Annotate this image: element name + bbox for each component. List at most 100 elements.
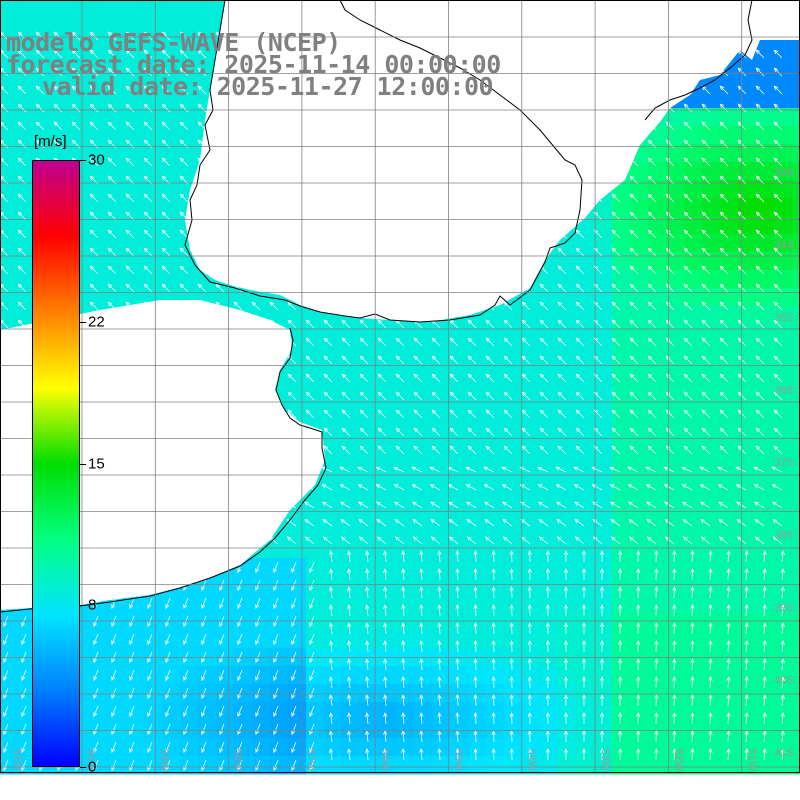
field-cell <box>612 522 631 541</box>
wind-arrow <box>672 604 677 617</box>
wind-arrow <box>215 283 225 293</box>
field-cell <box>540 684 559 703</box>
field-cell <box>450 468 469 487</box>
field-cell <box>558 324 577 343</box>
colorbar-units: [m/s] <box>34 133 67 150</box>
wind-arrow <box>646 518 657 527</box>
wind-arrow <box>309 723 315 736</box>
wind-arrow <box>762 694 767 707</box>
field-cell <box>504 486 523 505</box>
wind-arrow <box>509 658 514 671</box>
wind-arrow <box>521 409 531 419</box>
field-cell <box>360 468 379 487</box>
field-cell <box>684 342 703 361</box>
field-cell <box>792 756 800 775</box>
wind-arrow <box>455 586 460 599</box>
wind-arrow <box>143 67 153 77</box>
wind-arrow <box>437 712 442 725</box>
wind-arrow <box>647 247 657 257</box>
wind-arrow <box>377 355 387 365</box>
field-cell <box>342 522 361 541</box>
field-cell <box>432 396 451 415</box>
wind-arrow <box>701 229 711 239</box>
wind-arrow <box>737 67 747 77</box>
wind-arrow <box>575 409 585 419</box>
wind-arrow <box>780 712 785 725</box>
field-cell <box>108 18 127 37</box>
wind-arrow <box>161 283 171 293</box>
wind-arrow <box>305 319 315 329</box>
wind-arrow <box>485 337 495 347</box>
field-cell <box>414 396 433 415</box>
field-cell <box>198 702 217 721</box>
field-cell <box>90 180 109 199</box>
wind-arrow <box>473 550 478 563</box>
wind-arrow <box>682 518 693 527</box>
field-cell <box>306 720 325 739</box>
field-cell <box>432 360 451 379</box>
wind-arrow <box>273 687 279 700</box>
wind-arrow <box>753 484 765 491</box>
wind-arrow <box>636 658 641 671</box>
wind-arrow <box>394 536 405 545</box>
wind-arrow <box>744 568 749 581</box>
field-cell <box>576 450 595 469</box>
wind-arrow <box>611 337 621 347</box>
field-cell <box>720 432 739 451</box>
field-cell <box>522 396 541 415</box>
wind-arrow <box>683 355 693 365</box>
wind-arrow <box>165 741 171 754</box>
field-cell <box>306 324 325 343</box>
field-cell <box>756 270 775 289</box>
field-cell <box>378 360 397 379</box>
field-cell <box>756 414 775 433</box>
field-cell <box>486 522 505 541</box>
field-cell <box>594 378 613 397</box>
field-cell <box>576 486 595 505</box>
field-cell <box>450 378 469 397</box>
wind-arrow <box>737 265 747 275</box>
wind-arrow <box>599 730 605 743</box>
field-cell <box>738 198 757 217</box>
wind-arrow <box>161 229 171 239</box>
field-cell <box>630 324 649 343</box>
wind-arrow <box>383 730 388 743</box>
field-cell <box>126 36 145 55</box>
field-cell <box>270 702 289 721</box>
field-cell <box>54 144 73 163</box>
field-cell <box>432 684 451 703</box>
wind-arrow <box>143 121 153 131</box>
field-cell <box>594 234 613 253</box>
field-cell <box>630 270 649 289</box>
wind-arrow <box>93 633 99 646</box>
field-cell <box>126 18 145 37</box>
field-cell <box>774 72 793 91</box>
field-cell <box>666 450 685 469</box>
field-cell <box>180 162 199 181</box>
field-cell <box>468 450 487 469</box>
field-cell <box>702 558 721 577</box>
wind-arrow <box>726 604 731 617</box>
wind-arrow <box>183 759 189 772</box>
wind-arrow <box>573 466 585 473</box>
wind-arrow <box>563 604 569 617</box>
field-cell <box>180 738 199 757</box>
wind-arrow <box>773 247 783 257</box>
field-cell <box>684 630 703 649</box>
wind-arrow <box>383 676 388 689</box>
wind-arrow <box>527 640 532 653</box>
field-cell <box>18 36 37 55</box>
wind-arrow <box>773 49 783 59</box>
field-cell <box>756 540 775 559</box>
field-cell <box>558 504 577 523</box>
field-cell <box>684 720 703 739</box>
wind-arrow <box>143 49 153 59</box>
longitude-label: 57W <box>305 749 317 772</box>
field-cell <box>522 342 541 361</box>
field-cell <box>630 180 649 199</box>
wind-arrow <box>305 409 315 419</box>
wind-arrow <box>309 705 315 718</box>
wind-arrow <box>419 550 424 563</box>
field-cell <box>666 396 685 415</box>
field-cell <box>504 396 523 415</box>
